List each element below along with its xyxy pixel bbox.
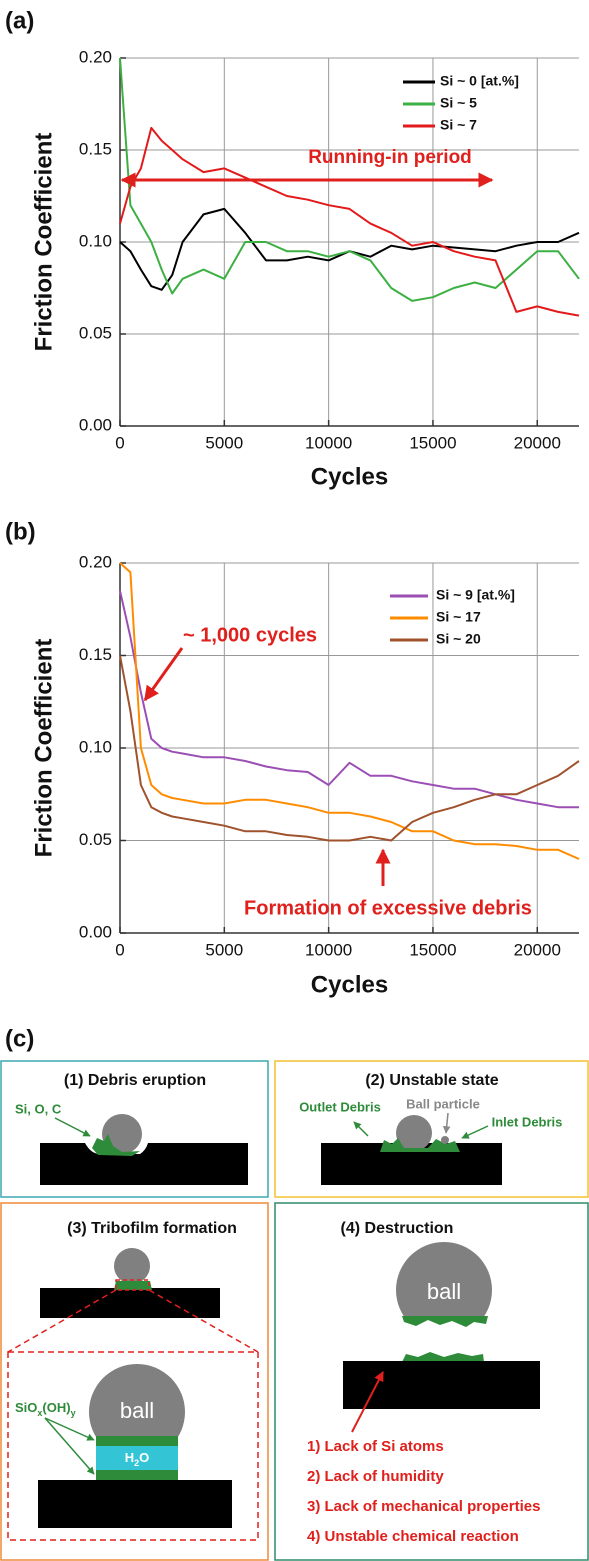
- x-tick-label: 0: [115, 940, 124, 959]
- y-tick-label: 0.10: [79, 737, 112, 756]
- box-title: (1) Debris eruption: [64, 1072, 206, 1089]
- arrow: [442, 1112, 451, 1134]
- ball-particle: [441, 1136, 449, 1144]
- legend-label: Si ~ 17: [436, 609, 481, 625]
- x-tick-label: 10000: [305, 940, 352, 959]
- legend-label: Si ~ 0 [at.%]: [440, 73, 519, 89]
- cause: 2) Lack of humidity: [307, 1468, 444, 1485]
- ball: [396, 1115, 432, 1151]
- arrow: [44, 1417, 95, 1475]
- y-tick-label: 0.00: [79, 415, 112, 434]
- series-line: [119, 126, 580, 317]
- annotation-arrow: [143, 647, 184, 702]
- box-title: (2) Unstable state: [365, 1072, 498, 1089]
- water-label: H2O: [125, 1450, 150, 1468]
- annotation: Formation of excessive debris: [244, 897, 532, 919]
- water-layer: [96, 1446, 178, 1470]
- box-title: (3) Tribofilm formation: [67, 1220, 237, 1237]
- legend-label: Si ~ 7: [440, 117, 477, 133]
- cause: 1) Lack of Si atoms: [307, 1438, 444, 1455]
- ball: [114, 1248, 150, 1284]
- arrow: [54, 1117, 91, 1137]
- y-tick-label: 0.20: [79, 47, 112, 66]
- outlet-label: Outlet Debris: [299, 1099, 381, 1114]
- box: [0, 1202, 269, 1561]
- annotation: ~ 1,000 cycles: [183, 624, 317, 646]
- y-tick-label: 0.05: [79, 830, 112, 849]
- y-axis-title: Friction Coefficient: [30, 133, 57, 352]
- x-tick-label: 15000: [409, 433, 456, 452]
- tribofilm-label: SiOx(OH)y: [15, 1400, 76, 1418]
- substrate: [38, 1480, 232, 1528]
- x-tick-label: 0: [115, 433, 124, 452]
- ball-label: ball: [120, 1398, 154, 1423]
- panel-label: (a): [5, 7, 34, 34]
- x-tick-label: 5000: [205, 433, 243, 452]
- debris: [92, 1134, 140, 1156]
- arrow: [461, 1125, 489, 1139]
- zoom-box: [115, 1279, 150, 1291]
- substrate: [40, 1288, 220, 1318]
- tribofilm: [114, 1281, 152, 1290]
- annotation: Running-in period: [308, 147, 472, 168]
- y-axis-title: Friction Coefficient: [30, 639, 57, 858]
- y-tick-label: 0.15: [79, 645, 112, 664]
- box: [274, 1060, 589, 1198]
- substrate: [343, 1361, 540, 1409]
- series-line: [119, 57, 580, 302]
- x-tick-label: 5000: [205, 940, 243, 959]
- tribofilm: [402, 1352, 484, 1362]
- panel-label: (b): [5, 518, 36, 545]
- legend-label: Si ~ 20: [436, 631, 481, 647]
- y-tick-label: 0.20: [79, 552, 112, 571]
- tribofilm: [96, 1436, 178, 1446]
- series-line: [119, 590, 579, 809]
- particle-label: Ball particle: [406, 1096, 480, 1111]
- cause: 4) Unstable chemical reaction: [307, 1528, 519, 1545]
- box-title: (4) Destruction: [341, 1220, 454, 1237]
- arrow: [44, 1417, 95, 1441]
- ball: [396, 1242, 492, 1338]
- zoom-frame: [7, 1351, 259, 1541]
- cause: 3) Lack of mechanical properties: [307, 1498, 540, 1515]
- x-tick-label: 20000: [514, 433, 561, 452]
- debris: [380, 1138, 460, 1152]
- legend-label: Si ~ 9 [at.%]: [436, 587, 515, 603]
- arrow: [353, 1121, 369, 1137]
- legend-label: Si ~ 5: [440, 95, 477, 111]
- x-tick-label: 10000: [305, 433, 352, 452]
- zoom-line: [7, 1289, 117, 1353]
- x-tick-label: 20000: [514, 940, 561, 959]
- ball-label: ball: [427, 1279, 461, 1304]
- x-axis-title: Cycles: [311, 971, 388, 998]
- tribofilm: [96, 1470, 178, 1480]
- series-line: [119, 207, 580, 291]
- y-tick-label: 0.15: [79, 139, 112, 158]
- x-axis-title: Cycles: [311, 463, 388, 490]
- y-tick-label: 0.10: [79, 231, 112, 250]
- y-tick-label: 0.05: [79, 323, 112, 342]
- y-tick-label: 0.00: [79, 922, 112, 941]
- panel-label: (c): [5, 1025, 34, 1052]
- inlet-label: Inlet Debris: [492, 1114, 563, 1129]
- series-line: [119, 562, 580, 860]
- box: [0, 1060, 269, 1198]
- box: [274, 1202, 589, 1561]
- tribofilm: [402, 1316, 488, 1327]
- series-line: [119, 655, 580, 842]
- x-tick-label: 15000: [409, 940, 456, 959]
- arrow: [351, 1371, 384, 1433]
- zoom-line: [148, 1289, 259, 1353]
- debris-label: Si, O, C: [15, 1101, 62, 1116]
